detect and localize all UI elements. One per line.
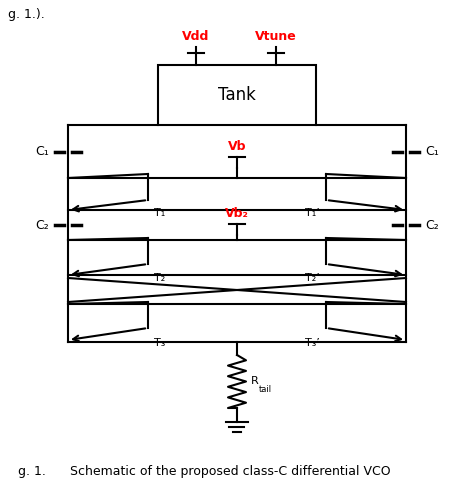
Text: Vtune: Vtune	[255, 30, 297, 43]
Text: Vb: Vb	[228, 140, 246, 153]
Text: T₁’: T₁’	[305, 208, 320, 218]
Text: g. 1.).: g. 1.).	[8, 8, 45, 21]
Text: T₃’: T₃’	[305, 338, 320, 348]
Text: Vdd: Vdd	[182, 30, 210, 43]
Text: T₂’: T₂’	[305, 273, 320, 283]
Text: C₂: C₂	[35, 218, 49, 232]
Text: T₂: T₂	[154, 273, 165, 283]
Text: Vb₂: Vb₂	[225, 207, 249, 220]
Text: g. 1.: g. 1.	[18, 465, 46, 478]
FancyBboxPatch shape	[158, 65, 316, 125]
Text: T₃: T₃	[154, 338, 165, 348]
Text: C₁: C₁	[425, 145, 439, 158]
Text: Tank: Tank	[218, 86, 256, 104]
Text: C₂: C₂	[425, 218, 439, 232]
Text: C₁: C₁	[35, 145, 49, 158]
Text: R: R	[251, 376, 259, 386]
Text: T₁: T₁	[154, 208, 165, 218]
Text: Schematic of the proposed class-C differential VCO: Schematic of the proposed class-C differ…	[70, 465, 391, 478]
Text: tail: tail	[259, 384, 272, 394]
